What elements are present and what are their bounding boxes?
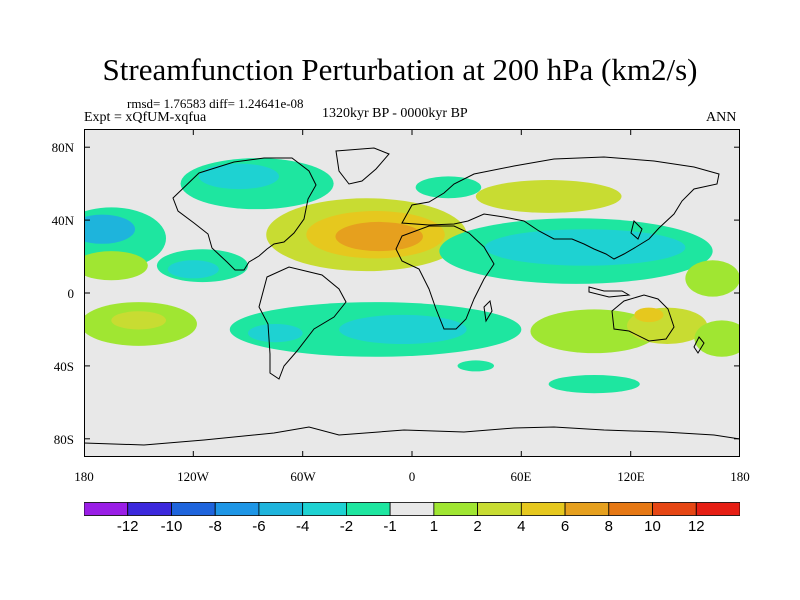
colorbar-label-0: -12	[116, 518, 139, 535]
experiment-label: Expt = xQfUM-xqfua	[84, 110, 207, 125]
colorbar-label-7: 1	[429, 518, 439, 535]
colorbar-label-5: -2	[339, 518, 354, 535]
coast-indonesia	[588, 286, 631, 298]
colorbar-label-13: 12	[687, 518, 705, 535]
map-panel	[84, 129, 740, 457]
coast-north-america	[172, 157, 317, 271]
colorbar-label-10: 6	[560, 518, 570, 535]
coastlines	[84, 147, 740, 446]
field-region-22	[634, 307, 664, 323]
field-region-2	[335, 221, 423, 252]
colorbar-swatch-10	[520, 502, 566, 516]
colorbar	[84, 502, 740, 516]
coast-africa	[395, 225, 495, 330]
field-region-14	[685, 260, 740, 297]
field-region-19	[248, 323, 303, 343]
colorbar-swatch-1	[127, 502, 172, 516]
rmsd-text: rmsd= 1.76583 diff= 1.24641e-08	[127, 96, 304, 111]
colorbar-swatch-8	[433, 502, 478, 516]
colorbar-swatch-4	[258, 502, 304, 516]
field-region-25	[457, 360, 494, 372]
coast-greenland	[335, 147, 390, 185]
plot-title: Streamfunction Perturbation at 200 hPa (…	[102, 52, 698, 87]
lon-label-180e: 180	[730, 469, 750, 484]
colorbar-label-3: -6	[252, 518, 266, 535]
colorbar-swatch-6	[345, 502, 391, 516]
coast-south-america	[258, 266, 347, 380]
colorbar-swatch-12	[608, 502, 653, 516]
coast-australia	[611, 294, 675, 342]
field-region-11	[484, 229, 686, 266]
lon-ticks	[192, 129, 632, 457]
coast-madagascar	[483, 299, 493, 323]
field-region-4	[84, 214, 136, 244]
colorbar-label-2: -8	[208, 518, 222, 535]
lon-label-120e: 120E	[617, 469, 645, 484]
colorbar-label-12: 10	[644, 518, 661, 535]
colorbar-label-11: 8	[604, 518, 613, 535]
field-region-20	[530, 309, 658, 354]
lat-label-40n: 40N	[51, 213, 74, 228]
lat-ticks	[84, 146, 740, 440]
field-region-12	[475, 180, 622, 213]
field-region-16	[111, 311, 166, 330]
field-region-13	[415, 176, 482, 199]
coast-eurasia	[401, 156, 720, 260]
colorbar-label-1: -10	[160, 518, 183, 535]
field-region-9	[198, 163, 279, 190]
lon-label-0: 0	[408, 469, 416, 484]
lat-label-80s: 80S	[53, 432, 74, 447]
field-region-7	[167, 260, 219, 279]
colorbar-swatch-5	[302, 502, 347, 516]
period-label: 1320kyr BP - 0000kyr BP	[322, 106, 468, 121]
field-region-18	[339, 314, 467, 345]
coast-new-zealand	[693, 336, 705, 354]
season-label: ANN	[706, 110, 737, 125]
lat-label-eq: 0	[67, 286, 75, 301]
lon-label-180w: 180	[74, 469, 94, 484]
colorbar-label-4: -4	[296, 518, 310, 535]
colorbar-swatch-13	[652, 502, 697, 516]
lon-label-60w: 60W	[290, 469, 316, 484]
colorbar-label-6: -1	[383, 518, 397, 535]
colorbar-swatch-7	[389, 502, 435, 516]
colorbar-swatch-9	[477, 502, 522, 516]
colorbar-label-8: 2	[473, 518, 482, 535]
colorbar-swatch-3	[214, 502, 260, 516]
colorbar-swatch-2	[171, 502, 216, 516]
colorbar-swatch-14	[695, 502, 740, 516]
colorbar-label-9: 4	[517, 518, 526, 535]
colorbar-swatch-11	[564, 502, 610, 516]
lon-label-120w: 120W	[177, 469, 209, 484]
colorbar-swatch-0	[84, 502, 129, 516]
lat-label-40s: 40S	[53, 359, 74, 374]
lon-label-60e: 60E	[510, 469, 532, 484]
field-region-23	[694, 320, 740, 357]
field-region-5	[84, 251, 148, 281]
lat-label-80n: 80N	[51, 140, 74, 155]
coast-antarctica	[84, 426, 740, 446]
coast-japan	[630, 220, 643, 240]
field-region-24	[548, 375, 640, 394]
